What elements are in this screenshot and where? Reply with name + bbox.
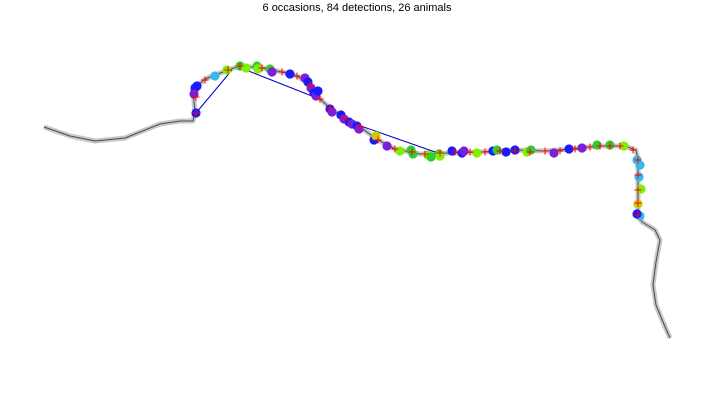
trap-cross-icon [278, 68, 286, 76]
detection-point [382, 141, 392, 151]
trap-cross-icon [606, 142, 614, 150]
detection-point [472, 148, 482, 158]
detection-point [313, 86, 323, 96]
trap-cross-icon [541, 147, 549, 155]
trap-line-inner [43, 65, 671, 339]
trap-cross-icon [192, 109, 200, 117]
trap-cross-icon [571, 145, 579, 153]
detection-point [354, 124, 364, 134]
trap-cross-icon [466, 148, 474, 156]
detection-point [408, 149, 418, 159]
detection-point [241, 63, 251, 73]
detection-point [577, 143, 587, 153]
detection-point [635, 160, 645, 170]
detection-point [636, 184, 646, 194]
detection-point [285, 69, 295, 79]
trap-cross-icon [293, 72, 301, 80]
trap-markers [192, 62, 642, 219]
plot-title: 6 occasions, 84 detections, 26 animals [262, 2, 452, 14]
trap-cross-icon [316, 95, 324, 103]
trap-cross-icon [326, 104, 334, 112]
trap-cross-icon [596, 142, 604, 150]
trap-cross-icon [629, 146, 637, 154]
trap-cross-icon [341, 115, 349, 123]
detection-point [492, 145, 502, 155]
trap-cross-icon [451, 148, 459, 156]
trap-cross-icon [408, 148, 416, 156]
trap-cross-icon [306, 81, 314, 89]
detection-markers [189, 61, 646, 221]
trap-cross-icon [616, 142, 624, 150]
trap-cross-icon [374, 136, 382, 144]
movement-line [195, 69, 233, 114]
trap-cross-icon [481, 148, 489, 156]
trap-cross-icon [258, 64, 266, 72]
detection-point [634, 172, 644, 182]
detection-point [426, 152, 436, 162]
detection-point [210, 71, 220, 81]
trap-line [43, 63, 673, 340]
movement-paths [195, 69, 439, 154]
trap-cross-icon [526, 148, 534, 156]
trap-cross-icon [634, 199, 642, 207]
trap-line-outer [43, 63, 673, 340]
detection-point [592, 140, 602, 150]
trap-cross-icon [436, 149, 444, 157]
trap-cross-icon [356, 123, 364, 131]
detection-point [564, 144, 574, 154]
detection-point [192, 81, 202, 91]
detection-point [526, 145, 536, 155]
detection-point [253, 64, 263, 74]
detection-point [327, 107, 337, 117]
trap-cross-icon [236, 62, 244, 70]
trap-cross-icon [634, 171, 642, 179]
detection-point [447, 146, 457, 156]
trap-cross-icon [391, 145, 399, 153]
detection-point [501, 147, 511, 157]
trap-cross-icon [634, 156, 642, 164]
detection-point [267, 67, 277, 77]
detection-point [395, 146, 405, 156]
trap-cross-icon [634, 186, 642, 194]
trap-cross-icon [201, 76, 209, 84]
detection-point [549, 148, 559, 158]
trap-cross-icon [634, 211, 642, 219]
detection-point [632, 209, 642, 219]
trap-cross-icon [421, 150, 429, 158]
trap-cross-icon [496, 147, 504, 155]
trap-cross-icon [192, 93, 200, 101]
movement-line [357, 124, 439, 154]
trap-cross-icon [224, 66, 232, 74]
detection-point [619, 141, 629, 151]
trap-cross-icon [586, 143, 594, 151]
trap-cross-icon [511, 147, 519, 155]
detection-point [459, 146, 469, 156]
detection-point [371, 131, 381, 141]
trap-cross-icon [556, 147, 564, 155]
movement-line [245, 69, 313, 97]
